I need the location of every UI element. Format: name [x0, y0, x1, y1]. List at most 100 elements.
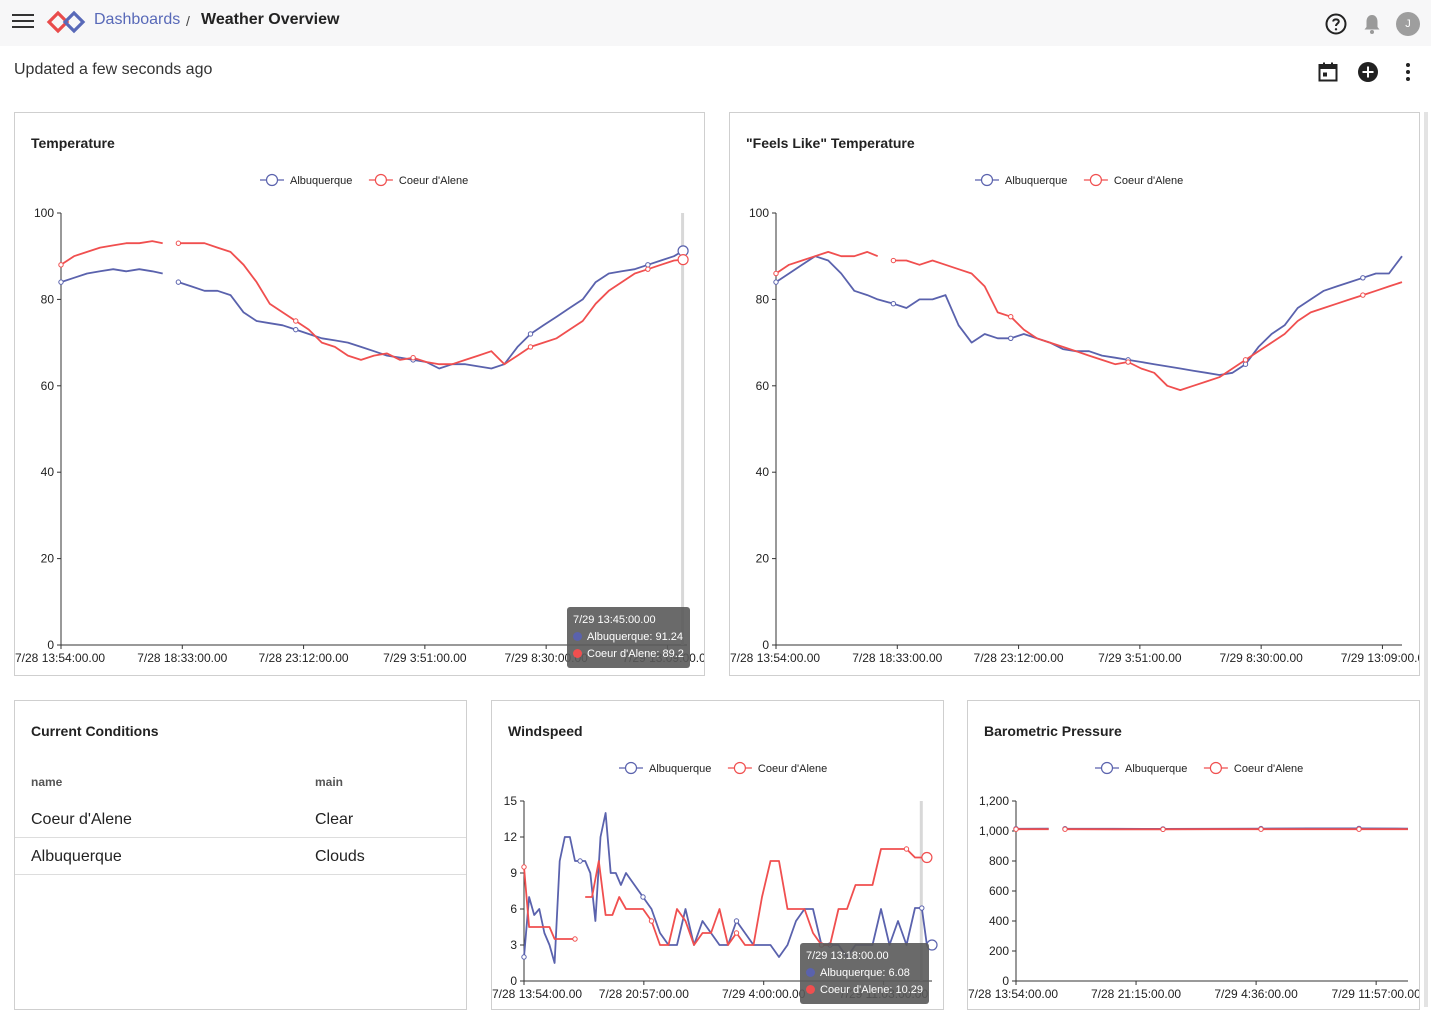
- data-point[interactable]: [649, 919, 653, 923]
- panel-title: Current Conditions: [31, 723, 159, 739]
- data-point[interactable]: [522, 865, 526, 869]
- tooltip-line: Coeur d'Alene: 89.2: [587, 648, 684, 660]
- x-tick-label: 7/28 13:54:00.00: [15, 651, 105, 665]
- legend-item[interactable]: Albuquerque: [975, 175, 1067, 188]
- menu-icon[interactable]: [12, 12, 36, 32]
- data-point[interactable]: [1126, 360, 1130, 364]
- legend-item[interactable]: Coeur d'Alene: [1084, 175, 1183, 188]
- y-tick-label: 200: [989, 944, 1009, 958]
- x-tick-label: 7/28 13:54:00.00: [730, 651, 820, 665]
- data-point[interactable]: [920, 906, 924, 910]
- y-tick-label: 600: [989, 884, 1009, 898]
- data-point[interactable]: [176, 280, 180, 284]
- table-row[interactable]: Coeur d'Alene Clear: [15, 801, 466, 838]
- legend-item[interactable]: Albuquerque: [1095, 763, 1187, 776]
- y-tick-label: 0: [1002, 974, 1009, 988]
- x-tick-label: 7/28 13:54:00.00: [492, 987, 582, 1001]
- data-point[interactable]: [641, 895, 645, 899]
- data-point[interactable]: [578, 859, 582, 863]
- legend-item[interactable]: Albuquerque: [260, 175, 352, 188]
- updated-status: Updated a few seconds ago: [14, 61, 212, 79]
- data-point[interactable]: [522, 955, 526, 959]
- legend-marker: [626, 763, 637, 774]
- legend-item[interactable]: Albuquerque: [619, 763, 711, 776]
- legend-label: Albuquerque: [290, 175, 352, 187]
- legend-marker: [734, 763, 745, 774]
- hover-point: [922, 853, 932, 863]
- data-point[interactable]: [528, 332, 532, 336]
- data-point[interactable]: [1243, 358, 1247, 362]
- data-point[interactable]: [1357, 827, 1361, 831]
- y-tick-label: 80: [756, 292, 770, 306]
- y-tick-label: 60: [41, 379, 55, 393]
- data-point[interactable]: [59, 263, 63, 267]
- series-dot-icon: [573, 632, 582, 641]
- x-tick-label: 7/28 13:54:00.00: [968, 987, 1058, 1001]
- data-point[interactable]: [774, 280, 778, 284]
- legend-item[interactable]: Coeur d'Alene: [369, 175, 468, 188]
- tooltip-time: 7/29 13:45:00.00: [573, 612, 684, 629]
- legend-item[interactable]: Coeur d'Alene: [728, 763, 827, 776]
- data-point[interactable]: [59, 280, 63, 284]
- data-point[interactable]: [176, 241, 180, 245]
- data-point[interactable]: [411, 356, 415, 360]
- data-point[interactable]: [1014, 827, 1018, 831]
- x-tick-label: 7/29 13:09:00.0: [1341, 651, 1420, 665]
- x-tick-label: 7/28 18:33:00.00: [137, 651, 227, 665]
- tooltip-time: 7/29 13:18:00.00: [806, 948, 923, 965]
- data-point[interactable]: [646, 267, 650, 271]
- data-point[interactable]: [734, 931, 738, 935]
- data-point[interactable]: [734, 919, 738, 923]
- data-point[interactable]: [573, 937, 577, 941]
- legend-label: Coeur d'Alene: [399, 175, 468, 187]
- series-line: [178, 251, 683, 369]
- table-row[interactable]: Albuquerque Clouds: [15, 838, 466, 875]
- legend-label: Albuquerque: [1005, 175, 1067, 187]
- page-title: Weather Overview: [201, 11, 339, 29]
- hover-cursor-line: [681, 213, 684, 645]
- series-line: [776, 252, 878, 274]
- y-tick-label: 20: [41, 552, 55, 566]
- help-icon[interactable]: [1324, 12, 1348, 36]
- data-point[interactable]: [1009, 314, 1013, 318]
- y-tick-label: 40: [41, 465, 55, 479]
- app-logo[interactable]: [46, 9, 86, 35]
- cell-main: Clear: [315, 811, 353, 829]
- data-point[interactable]: [1009, 336, 1013, 340]
- data-point[interactable]: [904, 847, 908, 851]
- data-point[interactable]: [1063, 827, 1067, 831]
- legend-marker: [375, 175, 386, 186]
- avatar[interactable]: J: [1396, 12, 1420, 36]
- bell-icon[interactable]: [1360, 12, 1384, 36]
- data-point[interactable]: [774, 271, 778, 275]
- legend-marker: [1102, 763, 1113, 774]
- breadcrumb-separator: /: [186, 13, 190, 29]
- data-point[interactable]: [646, 263, 650, 267]
- breadcrumb-dashboards-link[interactable]: Dashboards: [94, 11, 180, 29]
- data-point[interactable]: [1259, 827, 1263, 831]
- column-header-main[interactable]: main: [315, 775, 343, 789]
- legend-label: Albuquerque: [1125, 763, 1187, 775]
- data-point[interactable]: [891, 302, 895, 306]
- legend-item[interactable]: Coeur d'Alene: [1204, 763, 1303, 776]
- more-vert-icon[interactable]: [1396, 60, 1420, 84]
- data-point[interactable]: [294, 327, 298, 331]
- add-circle-icon[interactable]: [1356, 60, 1380, 84]
- chart-tooltip: 7/29 13:45:00.00 Albuquerque: 91.24 Coeu…: [567, 607, 690, 668]
- calendar-icon[interactable]: [1316, 60, 1340, 84]
- data-point[interactable]: [1361, 293, 1365, 297]
- data-point[interactable]: [1361, 276, 1365, 280]
- data-point[interactable]: [294, 319, 298, 323]
- data-point[interactable]: [528, 345, 532, 349]
- page-scrollbar[interactable]: [1424, 112, 1428, 1007]
- data-point[interactable]: [1243, 362, 1247, 366]
- column-header-name[interactable]: name: [31, 775, 62, 789]
- data-point[interactable]: [891, 258, 895, 262]
- y-tick-label: 3: [510, 938, 517, 952]
- data-point[interactable]: [1161, 827, 1165, 831]
